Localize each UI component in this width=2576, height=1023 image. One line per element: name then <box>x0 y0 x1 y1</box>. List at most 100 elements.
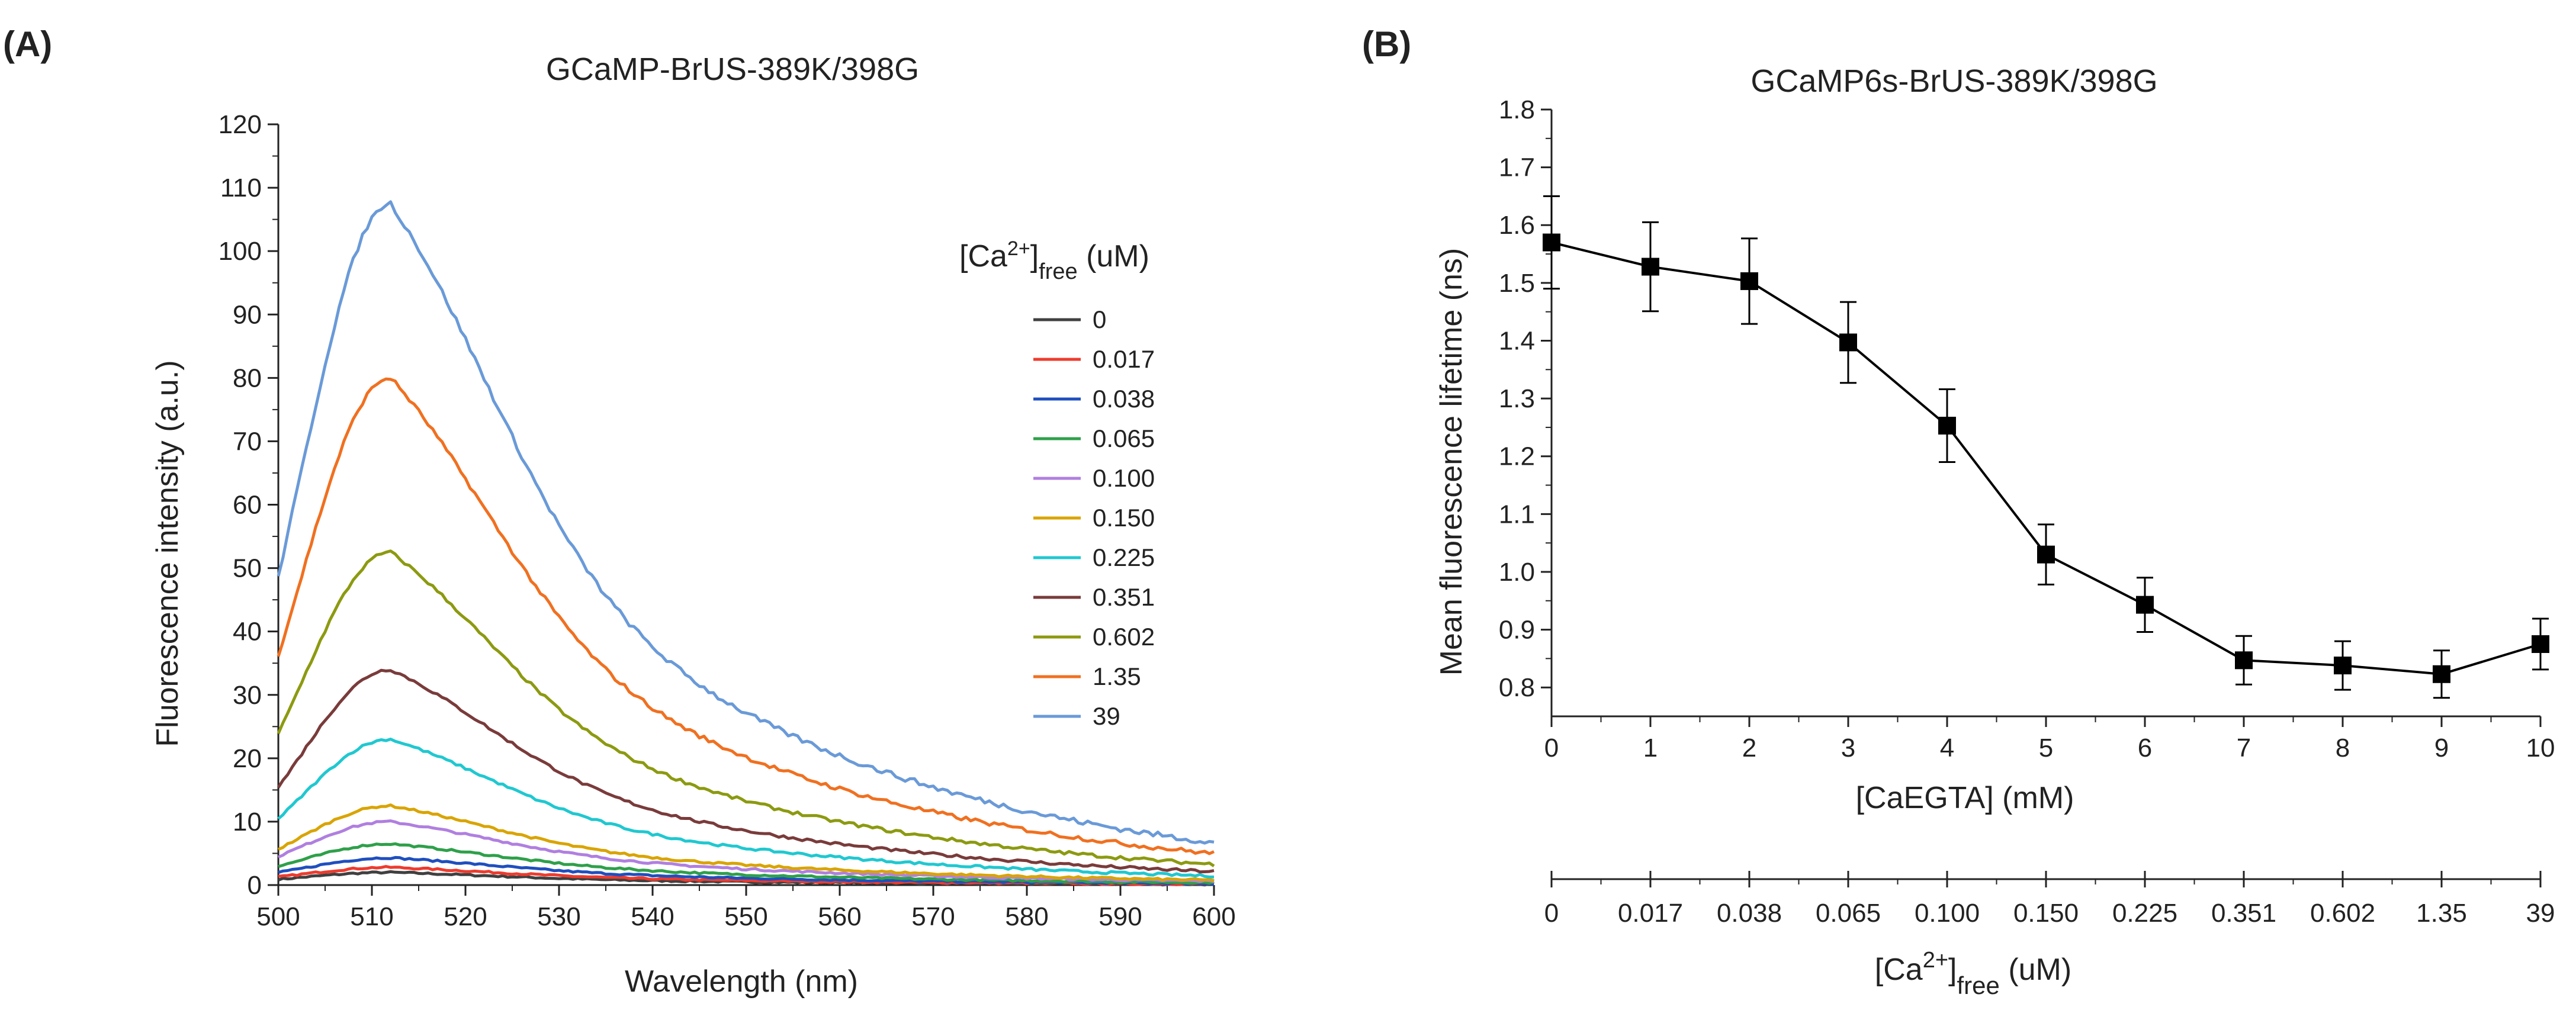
panel-b-chart: GCaMP6s-BrUS-389K/398G 0.8 0.9 1.0 1.1 1.2 1.… <box>1434 63 2555 999</box>
legend-label-39: 39 <box>1093 702 1120 730</box>
panel-a-ytick-label: 10 <box>233 808 262 837</box>
legend-label-1.35: 1.35 <box>1093 662 1141 690</box>
data-point <box>1740 272 1758 290</box>
data-point <box>1938 416 1956 435</box>
panel-a-ytick-label: 30 <box>233 681 262 710</box>
panel-b-title: GCaMP6s-BrUS-389K/398G <box>1750 63 2157 99</box>
panel-b-xlabel: [CaEGTA] (mM) <box>1856 781 2074 815</box>
panel-a-ytick-label: 70 <box>233 427 262 456</box>
panel-b-ytick-label: 0.8 <box>1499 673 1535 702</box>
legend-label-0.100: 0.100 <box>1093 464 1155 492</box>
panel-a-label: (A) <box>3 24 52 64</box>
secondary-label-close: ] <box>1948 953 1957 987</box>
secondary-tick-label: 0.065 <box>1816 899 1881 928</box>
secondary-tick-label: 0.351 <box>2211 899 2276 928</box>
panel-b-ytick-label: 1.8 <box>1499 95 1535 124</box>
secondary-label-sup: 2+ <box>1923 948 1948 973</box>
legend-label-0.351: 0.351 <box>1093 583 1155 611</box>
legend-title-sup: 2+ <box>1007 237 1030 260</box>
panel-a-xtick-label: 530 <box>537 902 580 931</box>
panel-a-ytick-label: 50 <box>233 554 262 583</box>
panel-a-xtick-label: 550 <box>724 902 767 931</box>
data-point <box>2235 651 2253 670</box>
panel-a-ytick-label: 60 <box>233 491 262 520</box>
panel-b-ytick-label: 1.6 <box>1499 211 1535 240</box>
panel-a-ytick-label: 90 <box>233 300 262 329</box>
panel-a-xtick-label: 590 <box>1099 902 1142 931</box>
secondary-tick-label: 0 <box>1544 899 1559 928</box>
data-point <box>1839 333 1857 352</box>
panel-b-xtick-label: 9 <box>2434 734 2449 763</box>
panel-b-ytick-label: 1.2 <box>1499 442 1535 471</box>
panel-b-ytick-label: 1.1 <box>1499 500 1535 529</box>
secondary-tick-label: 0.100 <box>1915 899 1980 928</box>
panel-b-xtick-label: 0 <box>1544 734 1559 763</box>
legend-label-0: 0 <box>1093 305 1106 333</box>
panel-a-ytick-label: 110 <box>220 173 262 202</box>
panel-b-xtick-label: 5 <box>2039 734 2053 763</box>
panel-a-xlabel: Wavelength (nm) <box>625 964 858 999</box>
legend-title-ca: [Ca <box>959 239 1007 274</box>
panel-a-ytick-label: 80 <box>233 363 262 393</box>
panel-a-ytick-label: 40 <box>233 617 262 646</box>
panel-a-title: GCaMP-BrUS-389K/398G <box>546 52 919 87</box>
secondary-tick-label: 0.602 <box>2310 899 2375 928</box>
panel-a-ytick-label: 120 <box>219 110 262 139</box>
data-point <box>2136 596 2154 614</box>
panel-a-legend-title: [Ca2+]free (uM) <box>959 237 1149 284</box>
legend-label-0.225: 0.225 <box>1093 543 1155 571</box>
panel-b-ylabel: Mean fluorescence lifetime (ns) <box>1434 248 1469 676</box>
legend-title-close: ] <box>1030 239 1039 274</box>
panel-b-ytick-label: 1.4 <box>1499 326 1535 355</box>
panel-a-xtick-label: 520 <box>444 902 487 931</box>
panel-a-xtick-label: 580 <box>1005 902 1048 931</box>
panel-b-xtick-label: 4 <box>1940 734 1954 763</box>
panel-a-chart: GCaMP-BrUS-389K/398G 0 10 20 30 40 50 60 70 80 90… <box>150 52 1236 999</box>
series-line-0.602 <box>277 549 1215 867</box>
series-line-0.065 <box>278 842 1215 885</box>
panel-a-ytick-label: 100 <box>219 237 262 266</box>
panel-a-xtick-label: 600 <box>1192 902 1235 931</box>
legend-label-0.150: 0.150 <box>1093 504 1155 532</box>
legend-title-sub: free <box>1039 259 1077 284</box>
panel-a-xtick-label: 570 <box>911 902 955 931</box>
panel-b-xtick-label: 1 <box>1643 734 1658 763</box>
secondary-tick-label: 1.35 <box>2416 899 2467 928</box>
secondary-tick-label: 0.038 <box>1717 899 1782 928</box>
panel-b-secondary-axis: 0 0.017 0.038 0.065 0.100 0.150 0.225 0.351 0.60… <box>1544 871 2555 928</box>
series-line-0.150 <box>278 803 1215 883</box>
data-point <box>1642 258 1659 276</box>
panel-a-xtick-label: 560 <box>818 902 861 931</box>
series-line-0.038 <box>278 855 1215 886</box>
data-point <box>2532 635 2549 653</box>
panel-b-axes: 0.8 0.9 1.0 1.1 1.2 1.3 1.4 1.5 1.6 1.7 1.8 0 1 2 3 4 5 6… <box>1499 95 2555 763</box>
data-point <box>1543 233 1560 252</box>
panel-a-ytick-label: 0 <box>248 871 262 900</box>
secondary-tick-label: 0.017 <box>1618 899 1683 928</box>
panel-b-label: (B) <box>1362 24 1411 64</box>
data-point <box>2334 657 2352 675</box>
secondary-label-unit: (uM) <box>2000 953 2071 987</box>
data-point <box>2037 545 2055 564</box>
secondary-tick-label: 0.225 <box>2112 899 2177 928</box>
panel-b-xtick-label: 3 <box>1841 734 1855 763</box>
legend-label-0.017: 0.017 <box>1093 345 1155 373</box>
series-line-1.35 <box>277 377 1215 855</box>
panel-b-secondary-label: [Ca2+]free (uM) <box>1875 948 2071 999</box>
panel-b-data <box>1543 195 2549 699</box>
panel-b-xtick-label: 7 <box>2237 734 2251 763</box>
panel-b-xtick-label: 8 <box>2336 734 2350 763</box>
data-point <box>2433 665 2450 683</box>
series-line-0.351 <box>277 668 1215 874</box>
panel-a-xtick-label: 500 <box>256 902 300 931</box>
panel-a-legend: [Ca2+]free (uM) 0 0.017 0.038 0.065 0.100 0.1… <box>959 237 1155 730</box>
series-line-39 <box>277 200 1215 845</box>
panel-b-ytick-label: 1.7 <box>1499 153 1535 182</box>
panel-a-xtick-label: 540 <box>631 902 674 931</box>
legend-label-0.038: 0.038 <box>1093 385 1155 413</box>
panel-a-axes: 0 10 20 30 40 50 60 70 80 90 100 110 120 500 510 520 530… <box>219 110 1236 931</box>
panel-b-ytick-label: 1.3 <box>1499 384 1535 413</box>
legend-label-0.602: 0.602 <box>1093 623 1155 651</box>
